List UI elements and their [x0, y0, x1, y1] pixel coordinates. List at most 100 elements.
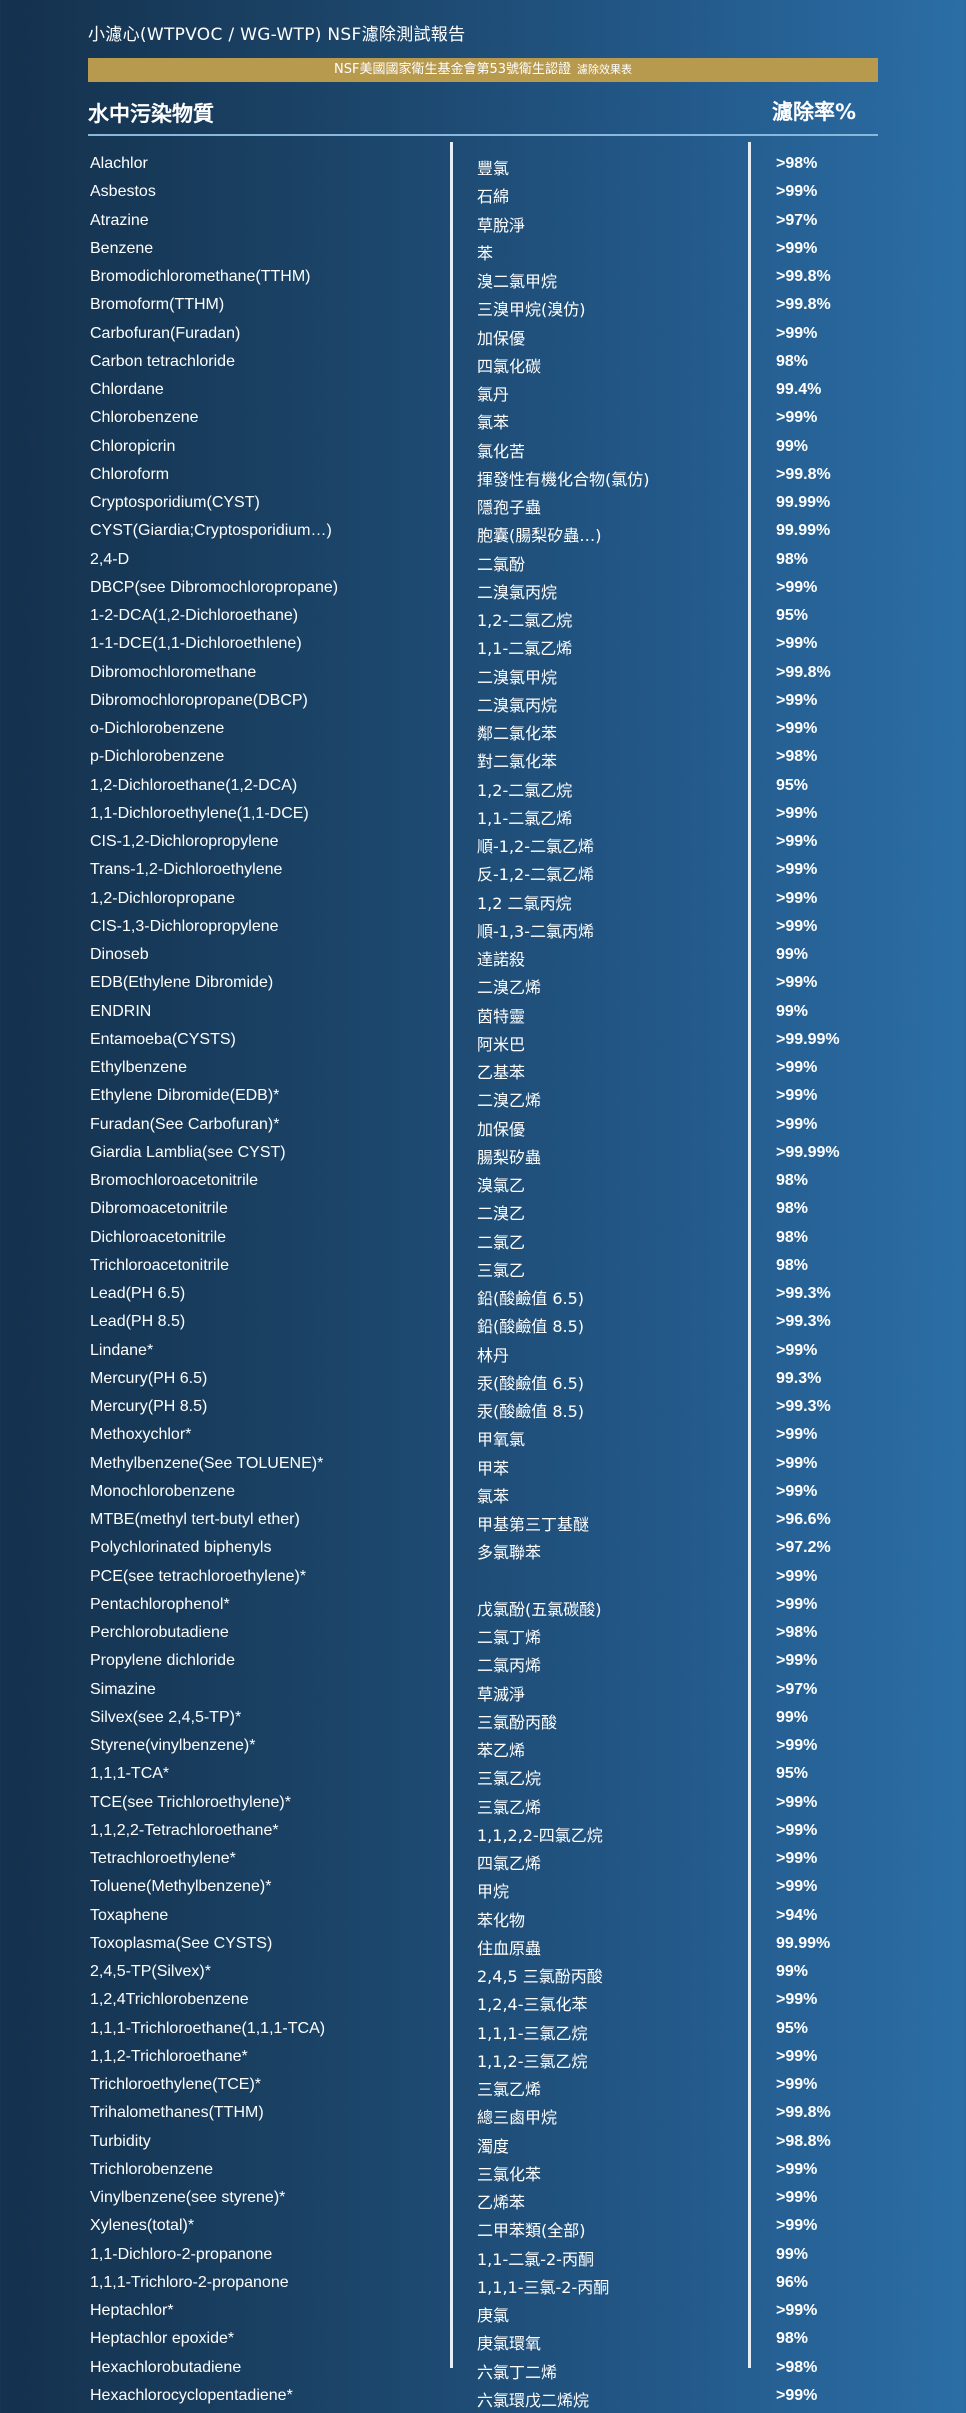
contaminant-name-zh: 三氯乙烯 [477, 1797, 542, 1817]
contaminant-name-en: Hexachlorocyclopentadiene* [90, 2386, 293, 2404]
table-row: 1,1-Dichloro-2-propanone 1,1-二氯-2-丙酮 99% [0, 2244, 966, 2272]
removal-rate: 98% [776, 1200, 809, 1218]
contaminant-name-en: Lead(PH 6.5) [90, 1285, 186, 1302]
removal-rate: >99% [776, 2076, 818, 2093]
contaminant-name-zh: 二溴氯丙烷 [477, 695, 558, 715]
removal-rate: >99% [776, 1115, 818, 1133]
table-row: TCE(see Trichloroethylene)* 三氯乙烯 >99% [0, 1792, 966, 1820]
contaminant-name-zh: 庚氯環氧 [477, 2334, 542, 2354]
contaminant-name-en: Bromoform(TTHM) [90, 296, 225, 314]
table-row: Perchlorobutadiene 二氯丁烯 >98% [0, 1622, 966, 1650]
contaminant-name-zh: 六氯環戊二烯烷 [477, 2390, 590, 2410]
table-row: 1,2-Dichloroethane(1,2-DCA) 1,2-二氯乙烷 95% [0, 775, 966, 803]
table-row: 1,1,1-Trichloro-2-propanone 1,1,1-三氯-2-丙酮… [0, 2272, 966, 2300]
contaminant-name-zh: 1,1,1-三氯-2-丙酮 [477, 2277, 610, 2297]
table-row: Ethylbenzene 乙基苯 >99% [0, 1057, 966, 1085]
table-row: Trichloroacetonitrile 三氯乙 98% [0, 1255, 966, 1283]
contaminant-name-en: 1,2,4Trichlorobenzene [90, 1991, 249, 2009]
table-row: Cryptosporidium(CYST) 隱孢子蟲 99.99% [0, 492, 966, 520]
contaminant-name-zh: 1,1,2-三氯乙烷 [477, 2051, 588, 2071]
table-row: Toxaphene 苯化物 >94% [0, 1905, 966, 1933]
column-divider-right [748, 142, 751, 2368]
removal-rate: >99% [776, 324, 818, 342]
table-row: Trihalomethanes(TTHM) 總三鹵甲烷 >99.8% [0, 2102, 966, 2130]
contaminant-name-en: CIS-1,2-Dichloropropylene [90, 833, 279, 850]
removal-rate: >99% [776, 2302, 818, 2319]
contaminant-name-en: Asbestos [90, 183, 156, 201]
contaminant-name-en: Chlordane [90, 381, 164, 398]
removal-rate: 98% [776, 352, 809, 370]
table-row: 1-1-DCE(1,1-Dichloroethlene) 1,1-二氯乙烯 >99% [0, 633, 966, 661]
removal-rate: >99% [776, 804, 818, 822]
removal-rate: >99% [776, 1595, 818, 1613]
contaminant-name-zh: 阿米巴 [477, 1034, 526, 1054]
contaminant-name-zh: 二氯丙烯 [477, 1656, 542, 1676]
contaminant-name-en: 1,2-Dichloroethane(1,2-DCA) [90, 776, 298, 794]
contaminant-name-zh: 汞(酸鹼值 6.5) [477, 1373, 585, 1393]
removal-rate: 99.99% [776, 494, 831, 511]
removal-rate: >99% [776, 1991, 818, 2009]
table-row: Asbestos 石綿 >99% [0, 181, 966, 209]
removal-rate: 95% [776, 1765, 809, 1783]
contaminant-name-en: Silvex(see 2,4,5-TP)* [90, 1708, 242, 1726]
contaminant-name-en: Propylene dichloride [90, 1652, 235, 1670]
contaminant-name-zh: 三氯乙烷 [477, 1769, 542, 1789]
table-row: PCE(see tetrachloroethylene)* >99% [0, 1566, 966, 1594]
table-row: Chloropicrin 氯化苦 99% [0, 436, 966, 464]
contaminant-name-en: Ethylbenzene [90, 1059, 187, 1076]
contaminant-name-en: CYST(Giardia;Cryptosporidium…) [90, 522, 332, 540]
contaminant-name-en: Turbidity [90, 2132, 151, 2150]
table-row: CIS-1,3-Dichloropropylene 順-1,3-二氯丙烯 >99% [0, 916, 966, 944]
contaminant-name-en: Cryptosporidium(CYST) [90, 494, 260, 511]
contaminant-name-en: 1,1,2-Trichloroethane* [90, 2047, 248, 2065]
removal-rate: 96% [776, 2273, 809, 2291]
contaminant-name-zh: 順-1,2-二氯乙烯 [477, 837, 594, 856]
contaminant-name-en: 1-1-DCE(1,1-Dichloroethlene) [90, 635, 302, 653]
contaminant-name-en: Alachlor [90, 155, 148, 172]
contaminant-name-en: 1,1,1-TCA* [90, 1765, 170, 1783]
table-row: 1,1,1-TCA* 三氯乙烷 95% [0, 1763, 966, 1791]
banner-sub-text: 濾除效果表 [577, 63, 632, 76]
contaminant-name-zh: 1,2 二氯丙烷 [477, 893, 572, 913]
contaminant-name-en: Entamoeba(CYSTS) [90, 1030, 236, 1048]
removal-rate: >99% [776, 691, 818, 709]
contaminant-name-zh: 住血原蟲 [477, 1938, 542, 1958]
removal-rate: >99% [776, 239, 818, 257]
contaminant-name-en: ENDRIN [90, 1002, 152, 1020]
table-row: ENDRIN 茵特靈 99% [0, 1001, 966, 1029]
removal-rate: 98% [776, 1228, 809, 1246]
table-row: CYST(Giardia;Cryptosporidium…) 胞囊(腸梨矽蟲…) 9… [0, 520, 966, 548]
contaminant-name-en: 1,2-Dichloropropane [90, 889, 235, 907]
column-divider-left [450, 142, 453, 2368]
contaminant-name-zh: 甲氧氯 [477, 1430, 526, 1450]
contaminant-name-en: Styrene(vinylbenzene)* [90, 1737, 256, 1754]
contaminant-name-zh: 1,2,4-三氯化苯 [477, 1995, 588, 2015]
contaminant-name-zh: 氯苯 [477, 413, 510, 433]
contaminant-name-en: Mercury(PH 6.5) [90, 1369, 208, 1387]
contaminant-name-zh: 二甲苯類(全部) [477, 2221, 586, 2241]
contaminant-name-en: PCE(see tetrachloroethylene)* [90, 1567, 307, 1585]
removal-rate: >98.8% [776, 2132, 831, 2150]
removal-rate: 99.99% [776, 522, 831, 540]
table-row: Benzene 苯 >99% [0, 238, 966, 266]
table-row: Ethylene Dibromide(EDB)* 二溴乙烯 >99% [0, 1085, 966, 1113]
contaminant-name-zh: 二溴乙烯 [477, 978, 542, 998]
removal-rate: >99% [776, 578, 818, 596]
contaminant-name-zh: 氯化苦 [477, 441, 526, 461]
removal-rate: >99% [776, 1878, 818, 1896]
removal-rate: >99.8% [776, 296, 831, 314]
contaminant-name-zh: 鉛(酸鹼值 8.5) [477, 1317, 585, 1337]
removal-rate: >99% [776, 833, 818, 850]
table-row: 2,4,5-TP(Silvex)* 2,4,5 三氯酚丙酸 99% [0, 1961, 966, 1989]
contaminant-name-zh: 四氯乙烯 [477, 1854, 542, 1873]
contaminant-name-en: Methylbenzene(See TOLUENE)* [90, 1454, 324, 1472]
table-row: Lead(PH 8.5) 鉛(酸鹼值 8.5) >99.3% [0, 1311, 966, 1339]
removal-rate: >99% [776, 1821, 818, 1839]
contaminant-name-zh: 1,1,1-三氯乙烷 [477, 2023, 588, 2043]
contaminant-name-en: Trihalomethanes(TTHM) [90, 2104, 264, 2122]
table-row: Giardia Lamblia(see CYST) 腸梨矽蟲 >99.99% [0, 1142, 966, 1170]
contaminant-name-zh: 1,1,2,2-四氯乙烷 [477, 1825, 603, 1845]
contaminant-name-zh: 豐氯 [477, 159, 510, 178]
table-row: EDB(Ethylene Dibromide) 二溴乙烯 >99% [0, 972, 966, 1000]
contaminant-name-en: Methoxychlor* [90, 1426, 192, 1444]
